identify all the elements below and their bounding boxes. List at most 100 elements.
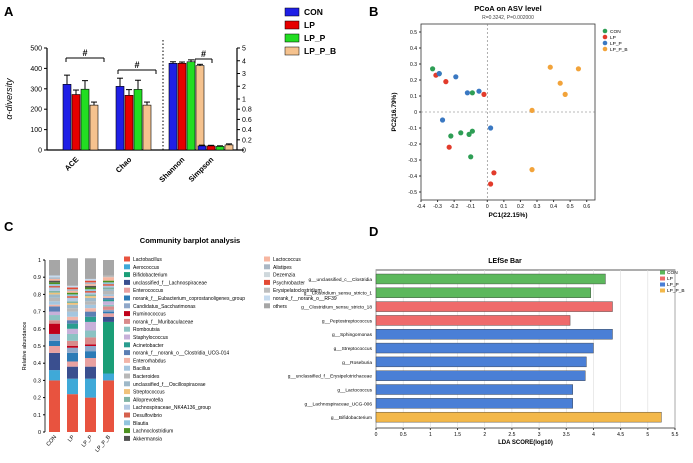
- stack-seg-CON: [49, 285, 60, 288]
- lefse-bar-label: g__Lachnospiraceae_UCG-006: [305, 401, 373, 407]
- stack-seg-LP: [67, 361, 78, 367]
- bar-LP-Chao: [124, 95, 134, 151]
- c-legend-label: Lachnoclostridium: [133, 429, 173, 435]
- lefse-bar-label: g__Bifidobacterium: [331, 415, 372, 421]
- stack-seg-LP: [67, 316, 78, 321]
- c-y-tick-label: 0.3: [33, 378, 41, 384]
- stack-seg-LP: [67, 287, 78, 290]
- legend-dot-CON: [602, 28, 608, 34]
- point-LP: [488, 181, 494, 187]
- stack-seg-LP: [67, 394, 78, 432]
- bar-CON-Chao: [115, 86, 125, 151]
- stack-seg-LP: [67, 333, 78, 341]
- point-CON: [469, 90, 475, 96]
- lefse-x-tick-label: 2.5: [508, 432, 515, 438]
- lefse-bar-g__Clostridium_sensu_stricto_1: [375, 287, 591, 298]
- c-legend-swatch: [264, 264, 270, 270]
- stack-seg-LP_P: [85, 337, 96, 345]
- legend-label-CON: CON: [304, 7, 323, 17]
- stack-seg-CON: [49, 277, 60, 279]
- lefse-bar-g__Roseburia: [375, 356, 587, 368]
- bar-CON-Simpson: [197, 145, 207, 151]
- stack-seg-LP: [67, 378, 78, 395]
- y-tick-label: 0: [414, 110, 417, 116]
- category-label-ACE: ACE: [63, 155, 81, 173]
- stack-seg-LP: [67, 311, 78, 317]
- c-legend-swatch: [264, 295, 270, 301]
- lefse-legend-swatch-LP_P: [660, 282, 665, 287]
- category-label-Simpson: Simpson: [187, 155, 216, 184]
- stack-seg-LP: [67, 290, 78, 293]
- stack-seg-LP_P: [85, 366, 96, 379]
- stack-seg-LP_P_B: [103, 316, 114, 322]
- bar-LP-Shannon: [177, 62, 187, 151]
- point-LP: [446, 144, 452, 150]
- stack-seg-CON: [49, 333, 60, 341]
- lefse-bar-label: g__Roseburia: [342, 360, 372, 366]
- y-tick-label: 0.4: [410, 46, 417, 52]
- c-legend-label: Lachnospiraceae_NK4A136_group: [133, 405, 211, 411]
- point-CON: [469, 128, 475, 134]
- stack-seg-CON: [49, 290, 60, 293]
- legend-label-LP_P: LP_P: [304, 33, 326, 43]
- c-legend-swatch: [124, 342, 130, 348]
- c-legend-label: Bacteroides: [133, 374, 160, 380]
- c-y-tick-label: 0.8: [33, 292, 41, 298]
- stack-seg-LP: [67, 297, 78, 302]
- stack-seg-CON: [49, 294, 60, 298]
- lefse-legend-label-LP: LP: [667, 276, 673, 282]
- lefse-title: LEfSe Bar: [488, 258, 522, 265]
- stack-seg-LP_P: [85, 301, 96, 305]
- stack-seg-LP_P: [85, 321, 96, 331]
- point-CON: [430, 66, 436, 72]
- c-legend-label: Erysipelatoclostridium: [273, 288, 322, 294]
- stack-seg-LP_P: [85, 296, 96, 298]
- lefse-legend-label-LP_P_B: LP_P_B: [667, 288, 685, 294]
- stack-seg-LP: [67, 292, 78, 295]
- c-legend-swatch: [124, 381, 130, 387]
- stack-seg-LP_P: [85, 351, 96, 359]
- c-y-tick-label: 0.4: [33, 361, 41, 367]
- x-tick-label: -0.3: [433, 204, 442, 210]
- c-legend-label: norank_f__Eubacterium_coprostanoligenes_…: [133, 296, 245, 302]
- stack-seg-LP_P_B: [103, 277, 114, 281]
- c-legend-swatch: [124, 272, 130, 278]
- stack-seg-LP_P_B: [103, 287, 114, 290]
- lefse-legend-label-CON: CON: [667, 270, 678, 276]
- stack-seg-CON: [49, 320, 60, 324]
- stack-seg-CON: [49, 311, 60, 316]
- stack-seg-LP: [67, 346, 78, 348]
- stack-seg-CON: [49, 297, 60, 302]
- c-y-tick-label: 0.2: [33, 396, 41, 402]
- left-tick-label: 500: [30, 46, 42, 53]
- c-legend-label: Aerococcus: [133, 265, 160, 271]
- c-legend-swatch: [124, 389, 130, 395]
- c-category-label-CON: CON: [46, 434, 58, 447]
- stack-seg-LP: [67, 294, 78, 297]
- c-legend-swatch: [124, 256, 130, 262]
- y-tick-label: 0.2: [410, 78, 417, 84]
- stack-seg-LP_P: [85, 289, 96, 291]
- c-y-title: Relative abundance: [22, 322, 28, 371]
- right-tick-label: 5: [242, 46, 246, 53]
- c-legend-label: Streptococcus: [133, 390, 165, 396]
- c-legend-label: Enterococcus: [133, 288, 164, 294]
- stack-seg-LP_P_B: [103, 309, 114, 312]
- bar-LP_P_B-ACE: [89, 104, 99, 151]
- lefse-x-tick-label: 5.5: [672, 432, 679, 438]
- x-tick-label: 0.6: [583, 204, 590, 210]
- point-CON: [466, 131, 472, 137]
- x-tick-label: 0.1: [500, 204, 507, 210]
- c-legend-swatch: [124, 287, 130, 293]
- lefse-bar-g__Streptococcus: [375, 342, 594, 354]
- lefse-bar-g__Peptostreptococcus: [375, 315, 571, 326]
- c-legend-label: Romboutsia: [133, 327, 160, 333]
- stack-seg-LP_P: [85, 282, 96, 285]
- c-legend-swatch: [124, 373, 130, 379]
- point-LP: [491, 170, 497, 176]
- right-tick-label: 4: [242, 58, 246, 65]
- right-tick-label: 0.6: [242, 117, 252, 124]
- stack-seg-LP_P: [85, 278, 96, 281]
- c-legend-swatch: [124, 435, 130, 441]
- point-CON: [468, 154, 474, 160]
